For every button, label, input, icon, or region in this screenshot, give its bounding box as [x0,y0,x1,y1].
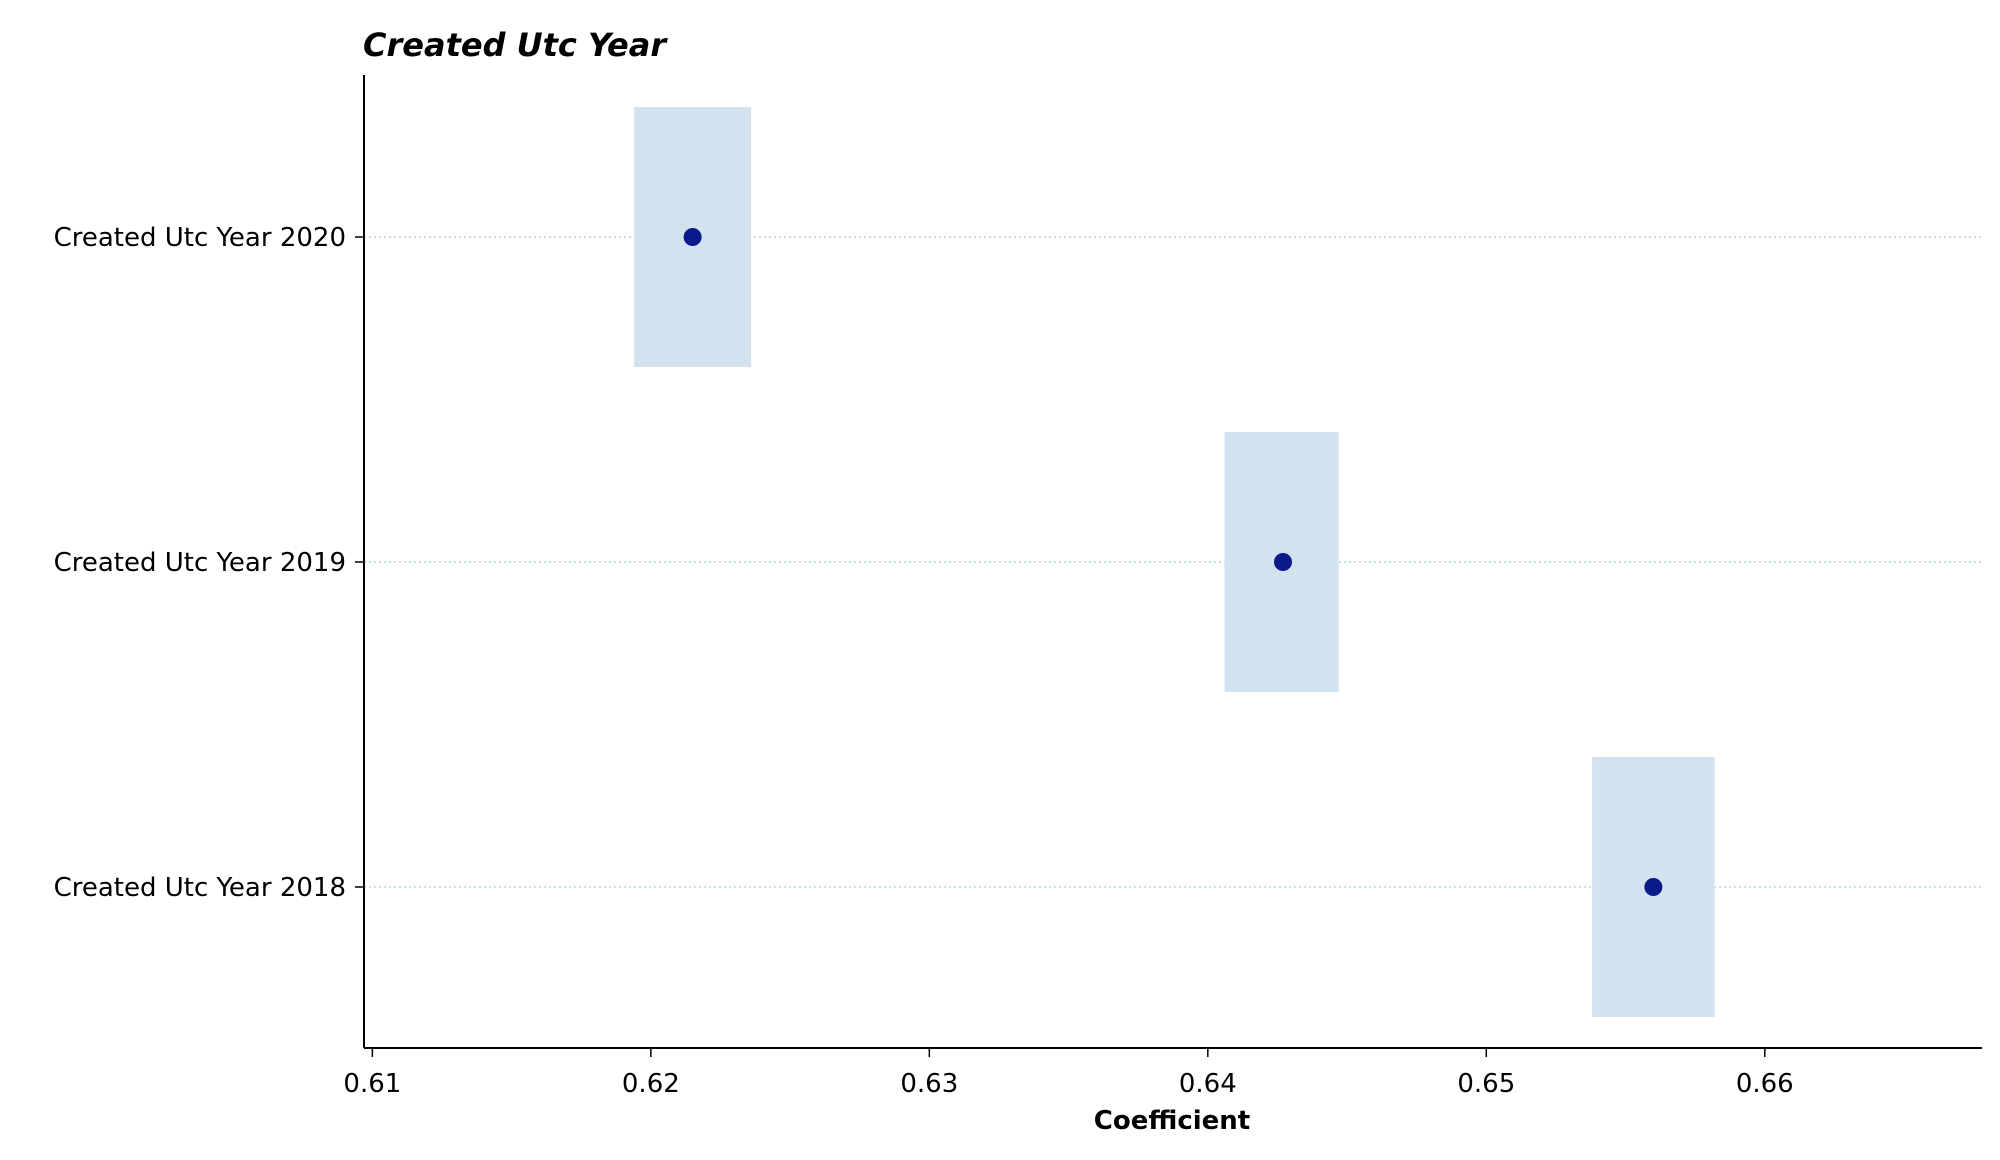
coefficient-point [683,228,702,246]
x-tick-label: 0.66 [1736,1069,1794,1099]
y-tick-label: Created Utc Year 2020 [54,223,346,253]
grid-layer [364,236,1982,888]
x-axis-label: Coefficient [1094,1106,1250,1136]
x-tick-label: 0.64 [1179,1069,1237,1099]
y-tick-label: Created Utc Year 2019 [54,548,346,578]
x-tick-label: 0.63 [900,1069,958,1099]
coefficient-point [1644,878,1663,896]
point-layer [683,228,1663,896]
coefficient-point [1274,553,1293,571]
x-tick-label: 0.61 [343,1069,401,1099]
x-tick-label: 0.65 [1457,1069,1515,1099]
tick-layer: Created Utc Year 2018 Created Utc Year 20… [54,223,1794,1099]
chart-title: Created Utc Year [363,26,667,64]
y-tick-label: Created Utc Year 2018 [54,873,346,903]
x-tick-label: 0.62 [622,1069,680,1099]
